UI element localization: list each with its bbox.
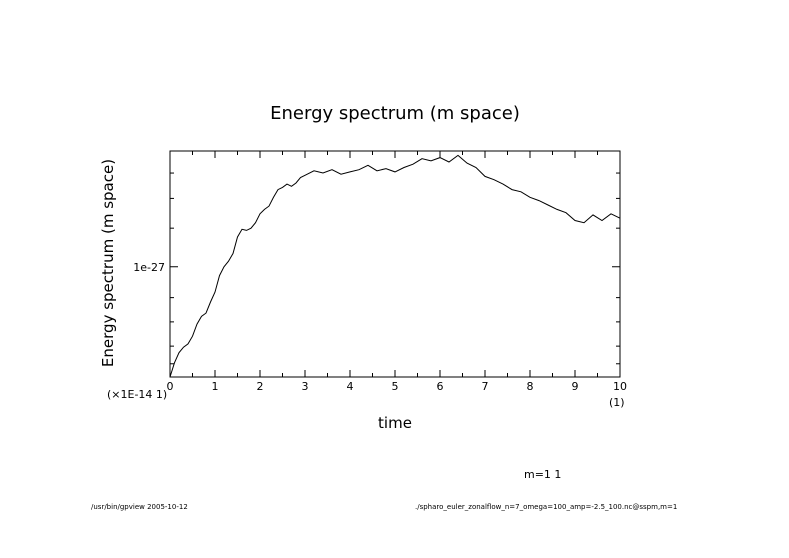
x-tick-label-2: 2	[257, 380, 264, 393]
y-axis-ticks: 1e-27	[133, 172, 620, 365]
x-tick-label-1: 1	[212, 380, 219, 393]
x-tick-label-3: 3	[302, 380, 309, 393]
series-line	[169, 154, 621, 378]
x-tick-label-7: 7	[482, 380, 489, 393]
x-scale-note: (1)	[609, 396, 625, 409]
x-tick-label-6: 6	[437, 380, 444, 393]
x-tick-label-9: 9	[572, 380, 579, 393]
plot-frame	[169, 150, 621, 378]
x-axis-label: time	[378, 414, 412, 432]
x-tick-label-0: 0	[167, 380, 174, 393]
y-scale-note: (×1E-14 1)	[107, 388, 167, 401]
x-tick-label-4: 4	[347, 380, 354, 393]
x-tick-label-5: 5	[392, 380, 399, 393]
footer-left: /usr/bin/gpview 2005-10-12	[91, 503, 188, 511]
chart-title: Energy spectrum (m space)	[270, 103, 520, 124]
x-tick-label-10: 10	[613, 380, 627, 393]
y-tick-label-0: 1e-27	[133, 261, 165, 274]
footer-right: ./spharo_euler_zonalflow_n=7_omega=100_a…	[415, 503, 677, 511]
x-axis-ticks: 0 1 2 3 4 5 6 7 8 9 10	[167, 151, 627, 393]
x-tick-label-8: 8	[527, 380, 534, 393]
mode-annotation: m=1 1	[524, 468, 561, 481]
y-axis-label: Energy spectrum (m space)	[99, 159, 117, 367]
